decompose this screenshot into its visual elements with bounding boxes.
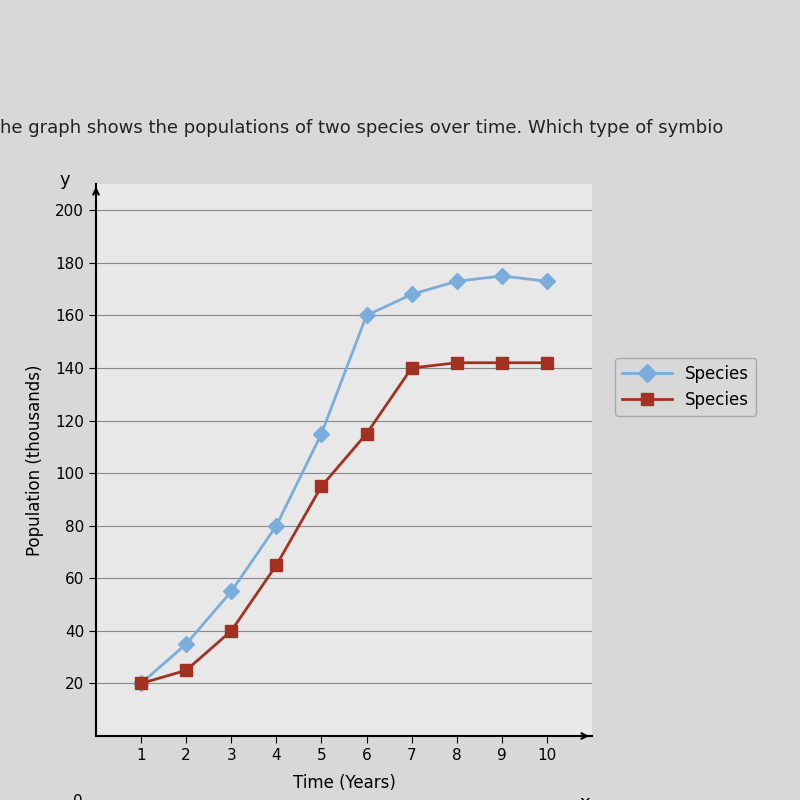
Y-axis label: Population (thousands): Population (thousands) xyxy=(26,364,44,556)
Species xyxy=(497,271,506,281)
Species xyxy=(452,358,462,367)
Species xyxy=(362,310,371,320)
Species xyxy=(136,678,146,688)
Species xyxy=(407,363,417,373)
Species xyxy=(271,560,281,570)
Species xyxy=(226,586,236,596)
X-axis label: Time (Years): Time (Years) xyxy=(293,774,395,792)
Text: y: y xyxy=(59,171,70,190)
Species xyxy=(136,678,146,688)
Species xyxy=(271,521,281,530)
Species xyxy=(317,482,326,491)
Species xyxy=(182,666,191,675)
Species xyxy=(407,290,417,299)
Line: Species: Species xyxy=(135,270,553,689)
Species xyxy=(542,277,552,286)
Species xyxy=(362,429,371,438)
Species xyxy=(497,358,506,367)
Line: Species: Species xyxy=(135,357,553,689)
Text: he graph shows the populations of two species over time. Which type of symbio: he graph shows the populations of two sp… xyxy=(0,119,723,137)
Text: x: x xyxy=(580,794,590,800)
Legend: Species, Species: Species, Species xyxy=(615,358,756,416)
Species xyxy=(542,358,552,367)
Species xyxy=(317,429,326,438)
Species xyxy=(452,277,462,286)
Text: 0: 0 xyxy=(73,794,82,800)
Species xyxy=(182,639,191,649)
Species xyxy=(226,626,236,636)
